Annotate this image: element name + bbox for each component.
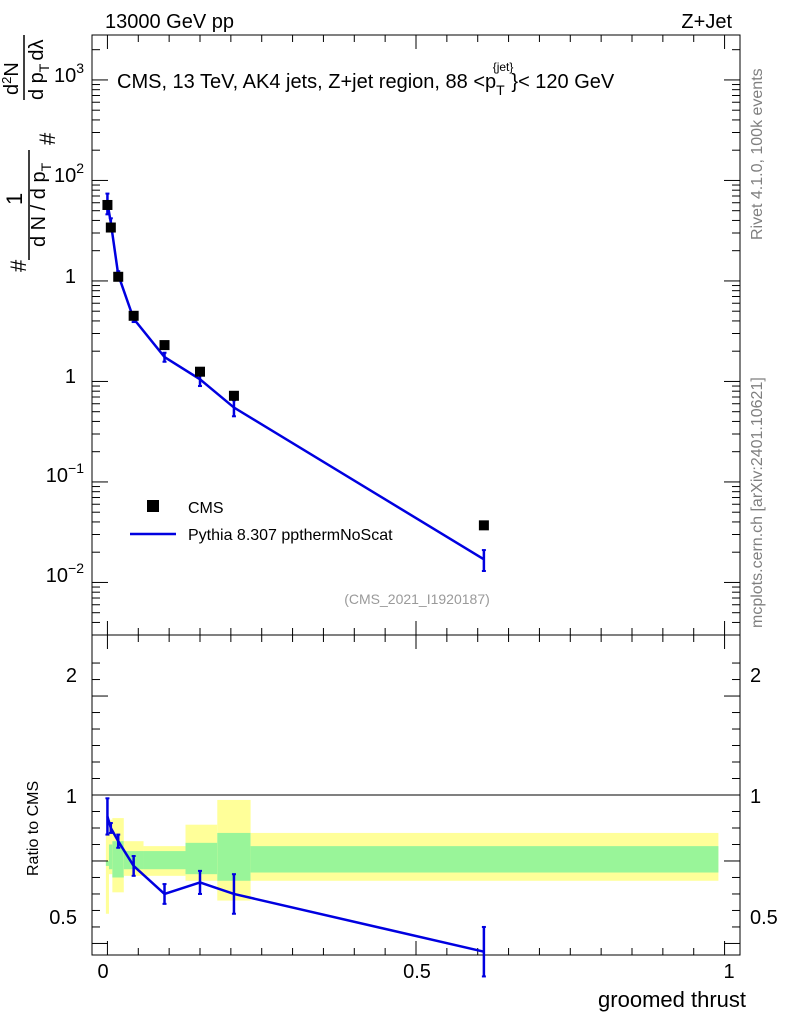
plot-title: CMS, 13 TeV, AK4 jets, Z+jet region, 88 … [117, 60, 615, 98]
cms-point [228, 390, 239, 401]
ratio-mc-series [105, 797, 486, 978]
ratio-band-green-7 [250, 846, 719, 873]
ylabel-den1: d N / d pT [28, 162, 54, 247]
cms-point [478, 520, 489, 531]
version-label: Rivet 4.1.0, 100k events [749, 68, 766, 240]
cms-point [128, 310, 139, 321]
ratio-band-green-6 [217, 832, 251, 881]
cms-point [113, 271, 124, 282]
ytick-ratio-2-right: 2 [750, 665, 761, 687]
ytick-ratio-0.5-right: 0.5 [750, 907, 778, 929]
ytick-main-10: 1 [65, 266, 76, 288]
xtick-1: 1 [723, 961, 734, 983]
ratio-band-green-4 [143, 851, 186, 870]
ratio-band-green-0 [105, 860, 109, 866]
ratio-band-green-2 [112, 841, 124, 878]
ylabel-hash-1: # [6, 259, 31, 272]
legend: CMS Pythia 8.307 ppthermNoScat [130, 500, 393, 544]
ytick-main-1e-1: 10−1 [46, 460, 84, 487]
ytick-main-1e-2: 10−2 [46, 560, 84, 587]
ytick-ratio-1-right: 1 [750, 786, 761, 808]
ytick-main-1e3: 103 [54, 60, 84, 87]
main-mc-series [105, 192, 486, 572]
xtick-0.5: 0.5 [403, 961, 431, 983]
ytick-ratio-1-left: 1 [66, 786, 77, 808]
ratio-uncertainty-bands [105, 799, 719, 914]
cms-point [105, 222, 116, 233]
ylabel-den2: d pTdλ [26, 40, 52, 101]
cms-point [195, 366, 205, 377]
legend-marker-cms [147, 500, 159, 512]
cms-point [159, 340, 170, 351]
header-left: 13000 GeV pp [105, 11, 234, 33]
cms-point [102, 199, 113, 210]
axis-ticks [92, 35, 740, 955]
analysis-watermark: (CMS_2021_I1920187) [344, 591, 490, 607]
ylabel-one: 1 [2, 193, 27, 205]
ytick-main-1: 1 [65, 366, 76, 388]
ratio-band-green-1 [108, 844, 113, 870]
ratio-band-yellow-0 [105, 832, 109, 914]
ylabel-num: d2N [0, 62, 23, 95]
site-label: mcplots.cern.ch [arXiv:2401.10621] [749, 377, 766, 628]
legend-label-pythia: Pythia 8.307 ppthermNoScat [188, 527, 393, 544]
header-right: Z+Jet [681, 11, 732, 33]
main-panel-frame [91, 34, 741, 636]
main-data-series [102, 199, 489, 531]
pythia-line [106, 202, 485, 561]
x-axis-label: groomed thrust [598, 987, 746, 1012]
ratio-band-green-5 [185, 842, 218, 875]
main-y-axis-label: # 1 d N / d pT # d2N d pTdλ [0, 35, 60, 272]
ytick-ratio-2-left: 2 [66, 665, 77, 687]
legend-label-cms: CMS [188, 500, 224, 517]
ratio-y-axis-label: Ratio to CMS [25, 781, 42, 876]
xtick-0: 0 [97, 961, 108, 983]
ylabel-hash-2: # [35, 132, 60, 145]
ytick-main-1e2: 102 [54, 160, 84, 187]
ytick-ratio-0.5-left: 0.5 [49, 907, 77, 929]
